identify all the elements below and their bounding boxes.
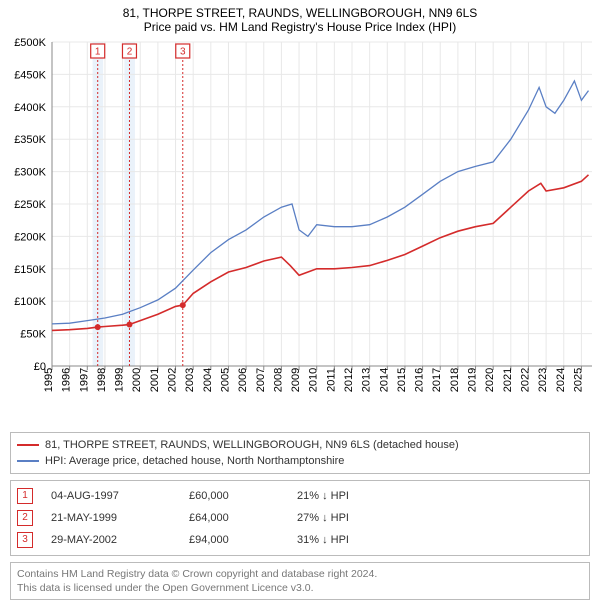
x-axis-label: 2021	[502, 368, 514, 392]
sale-marker-number: 2	[127, 47, 133, 58]
x-axis-label: 2020	[484, 368, 496, 392]
y-axis-label: £50K	[20, 329, 46, 341]
x-axis-label: 1998	[96, 368, 108, 392]
y-axis-label: £450K	[14, 69, 46, 81]
chart-title-line2: Price paid vs. HM Land Registry's House …	[0, 20, 600, 34]
x-axis-label: 1996	[61, 368, 73, 392]
sale-point-row: 2 21-MAY-1999 £64,000 27% ↓ HPI	[17, 507, 583, 529]
x-axis-label: 2018	[449, 368, 461, 392]
legend-box: 81, THORPE STREET, RAUNDS, WELLINGBOROUG…	[10, 432, 590, 474]
sale-point-date: 29-MAY-2002	[51, 529, 171, 551]
legend-row: HPI: Average price, detached house, Nort…	[17, 453, 583, 469]
x-axis-label: 2010	[308, 368, 320, 392]
y-axis-label: £250K	[14, 199, 46, 211]
sale-point-number: 3	[17, 532, 33, 548]
sale-point-date: 21-MAY-1999	[51, 507, 171, 529]
sale-point-price: £60,000	[189, 485, 279, 507]
x-axis-label: 2000	[131, 368, 143, 392]
legend-row: 81, THORPE STREET, RAUNDS, WELLINGBOROUG…	[17, 437, 583, 453]
x-axis-label: 2001	[149, 368, 161, 392]
legend-label: 81, THORPE STREET, RAUNDS, WELLINGBOROUG…	[45, 437, 459, 453]
sale-point-diff: 21% ↓ HPI	[297, 485, 583, 507]
sale-point-dot	[95, 324, 101, 330]
chart-svg: £0£50K£100K£150K£200K£250K£300K£350K£400…	[0, 36, 600, 426]
x-axis-label: 2017	[431, 368, 443, 392]
x-axis-label: 2004	[202, 368, 214, 392]
sale-point-price: £94,000	[189, 529, 279, 551]
x-axis-label: 1997	[78, 368, 90, 392]
x-axis-label: 2019	[467, 368, 479, 392]
y-axis-label: £400K	[14, 102, 46, 114]
x-axis-label: 2014	[378, 368, 390, 392]
x-axis-label: 2008	[272, 368, 284, 392]
credits-line1: Contains HM Land Registry data © Crown c…	[17, 567, 583, 581]
x-axis-label: 2015	[396, 368, 408, 392]
credits-line2: This data is licensed under the Open Gov…	[17, 581, 583, 595]
sale-point-number: 2	[17, 510, 33, 526]
x-axis-label: 2003	[184, 368, 196, 392]
x-axis-label: 2022	[519, 368, 531, 392]
x-axis-label: 2013	[361, 368, 373, 392]
sale-marker-number: 1	[95, 47, 101, 58]
y-axis-label: £350K	[14, 134, 46, 146]
y-axis-label: £150K	[14, 264, 46, 276]
x-axis-label: 2007	[255, 368, 267, 392]
chart-title-block: 81, THORPE STREET, RAUNDS, WELLINGBOROUG…	[0, 0, 600, 36]
legend-swatch	[17, 444, 39, 446]
sale-point-dot	[180, 302, 186, 308]
x-axis-label: 2024	[555, 368, 567, 392]
chart-area: £0£50K£100K£150K£200K£250K£300K£350K£400…	[0, 36, 600, 426]
x-axis-label: 2025	[572, 368, 584, 392]
y-axis-label: £200K	[14, 231, 46, 243]
sale-points-table: 1 04-AUG-1997 £60,000 21% ↓ HPI 2 21-MAY-1999…	[10, 480, 590, 556]
sale-point-dot	[126, 322, 132, 328]
x-axis-label: 2006	[237, 368, 249, 392]
x-axis-label: 2023	[537, 368, 549, 392]
sale-point-date: 04-AUG-1997	[51, 485, 171, 507]
sale-point-row: 1 04-AUG-1997 £60,000 21% ↓ HPI	[17, 485, 583, 507]
credits-box: Contains HM Land Registry data © Crown c…	[10, 562, 590, 600]
x-axis-label: 2016	[414, 368, 426, 392]
x-axis-label: 2009	[290, 368, 302, 392]
x-axis-label: 2002	[167, 368, 179, 392]
x-axis-label: 2011	[325, 368, 337, 392]
x-axis-label: 2005	[219, 368, 231, 392]
chart-title-line1: 81, THORPE STREET, RAUNDS, WELLINGBOROUG…	[0, 6, 600, 20]
y-axis-label: £100K	[14, 296, 46, 308]
sale-point-price: £64,000	[189, 507, 279, 529]
x-axis-label: 2012	[343, 368, 355, 392]
sale-marker-number: 3	[180, 47, 186, 58]
sale-point-number: 1	[17, 488, 33, 504]
y-axis-label: £500K	[14, 37, 46, 49]
y-axis-label: £300K	[14, 167, 46, 179]
legend-label: HPI: Average price, detached house, Nort…	[45, 453, 344, 469]
sale-point-diff: 27% ↓ HPI	[297, 507, 583, 529]
x-axis-label: 1999	[114, 368, 126, 392]
x-axis-label: 1995	[43, 368, 55, 392]
legend-swatch	[17, 460, 39, 462]
sale-point-diff: 31% ↓ HPI	[297, 529, 583, 551]
sale-point-row: 3 29-MAY-2002 £94,000 31% ↓ HPI	[17, 529, 583, 551]
